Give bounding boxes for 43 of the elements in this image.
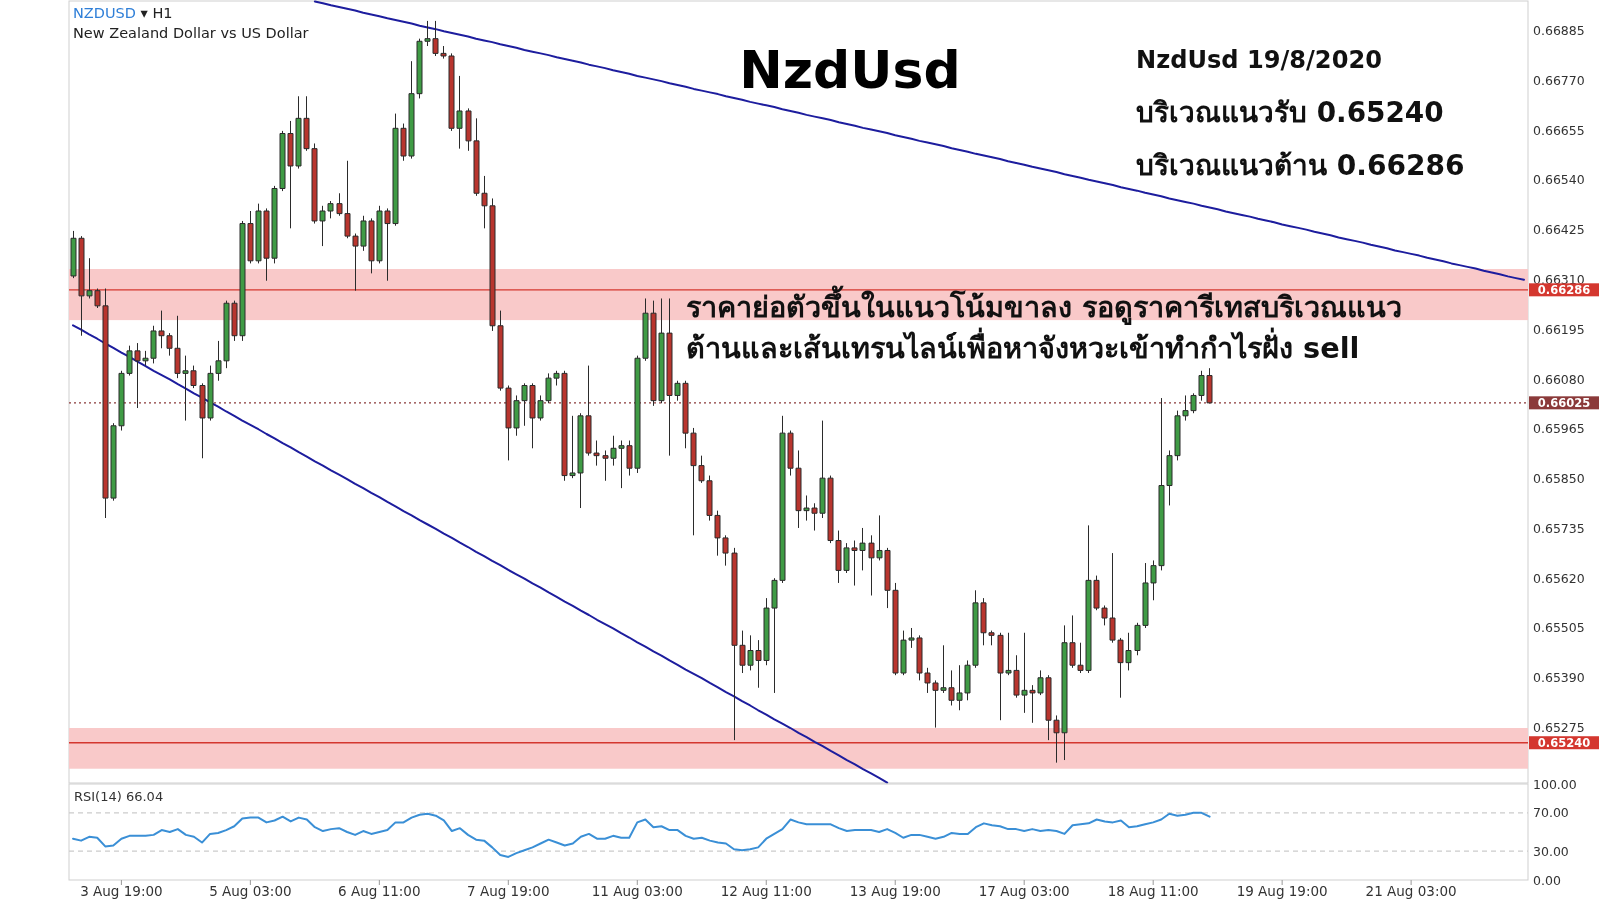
y-tick-label: 0.00 <box>1533 872 1561 888</box>
y-tick-label: 0.66425 <box>1533 222 1585 238</box>
annotation: NzdUsd 19/8/2020 <box>1136 46 1382 74</box>
y-tick-label: 0.66080 <box>1533 371 1585 387</box>
x-tick-label: 6 Aug 11:00 <box>338 883 421 899</box>
text: New Zealand Dollar vs US Dollar <box>73 25 309 41</box>
x-tick-label: 17 Aug 03:00 <box>978 883 1070 899</box>
x-tick-label: 12 Aug 11:00 <box>720 883 812 899</box>
x-tick-label: 3 Aug 19:00 <box>80 883 163 899</box>
chart-title: RSI(14) 66.04 <box>74 789 164 804</box>
y-tick-label: 0.65965 <box>1533 421 1585 437</box>
y-tick-label: 100.00 <box>1533 776 1577 792</box>
y-tick-label: 0.65505 <box>1533 620 1585 636</box>
y-tick-label: 0.66310 <box>1533 271 1585 287</box>
y-tick-label: 0.66540 <box>1533 172 1585 188</box>
y-tick-label: 0.65390 <box>1533 670 1585 686</box>
y-tick-label: 0.66655 <box>1533 122 1585 138</box>
y-tick-label: 0.65850 <box>1533 471 1585 487</box>
x-tick-label: 13 Aug 19:00 <box>849 883 941 899</box>
ref-line-label: 0.66025 <box>1537 395 1591 410</box>
y-tick-label: 0.65735 <box>1533 520 1585 536</box>
line-series <box>72 811 1211 858</box>
y-tick-label: 70.00 <box>1533 805 1569 821</box>
annotation: บริเวณแนวต้าน 0.66286 <box>1136 149 1465 182</box>
y-tick-label: 0.66195 <box>1533 321 1585 337</box>
y-tick-label: 0.65620 <box>1533 570 1585 586</box>
annotation: NZDUSD ▾ H1 <box>73 5 173 21</box>
annotation: ราคาย่อตัวขึ้นในแนวโน้มขาลง รอดูราคารีเทสบริเวณแนว <box>686 285 1403 325</box>
ref-line-label: 0.65240 <box>1537 735 1591 750</box>
x-tick-label: 18 Aug 11:00 <box>1107 883 1199 899</box>
x-tick-label: 21 Aug 03:00 <box>1365 883 1457 899</box>
text: NzdUsd <box>739 40 961 100</box>
x-tick-label: 5 Aug 03:00 <box>209 883 292 899</box>
annotation: ต้านและเส้นเทรนไลน์เพื่อหาจังหวะเข้าทำกำไรฝั่ง sell <box>686 327 1360 365</box>
x-tick-label: 11 Aug 03:00 <box>591 883 683 899</box>
line-series <box>313 0 1525 281</box>
x-tick-label: 19 Aug 19:00 <box>1236 883 1328 899</box>
y-tick-label: 0.66770 <box>1533 72 1585 88</box>
y-tick-label: 0.66885 <box>1533 22 1585 38</box>
annotation: บริเวณแนวรับ 0.65240 <box>1136 96 1444 129</box>
y-tick-label: 30.00 <box>1533 843 1569 859</box>
y-tick-label: 0.65275 <box>1533 720 1585 736</box>
x-tick-label: 7 Aug 19:00 <box>467 883 550 899</box>
